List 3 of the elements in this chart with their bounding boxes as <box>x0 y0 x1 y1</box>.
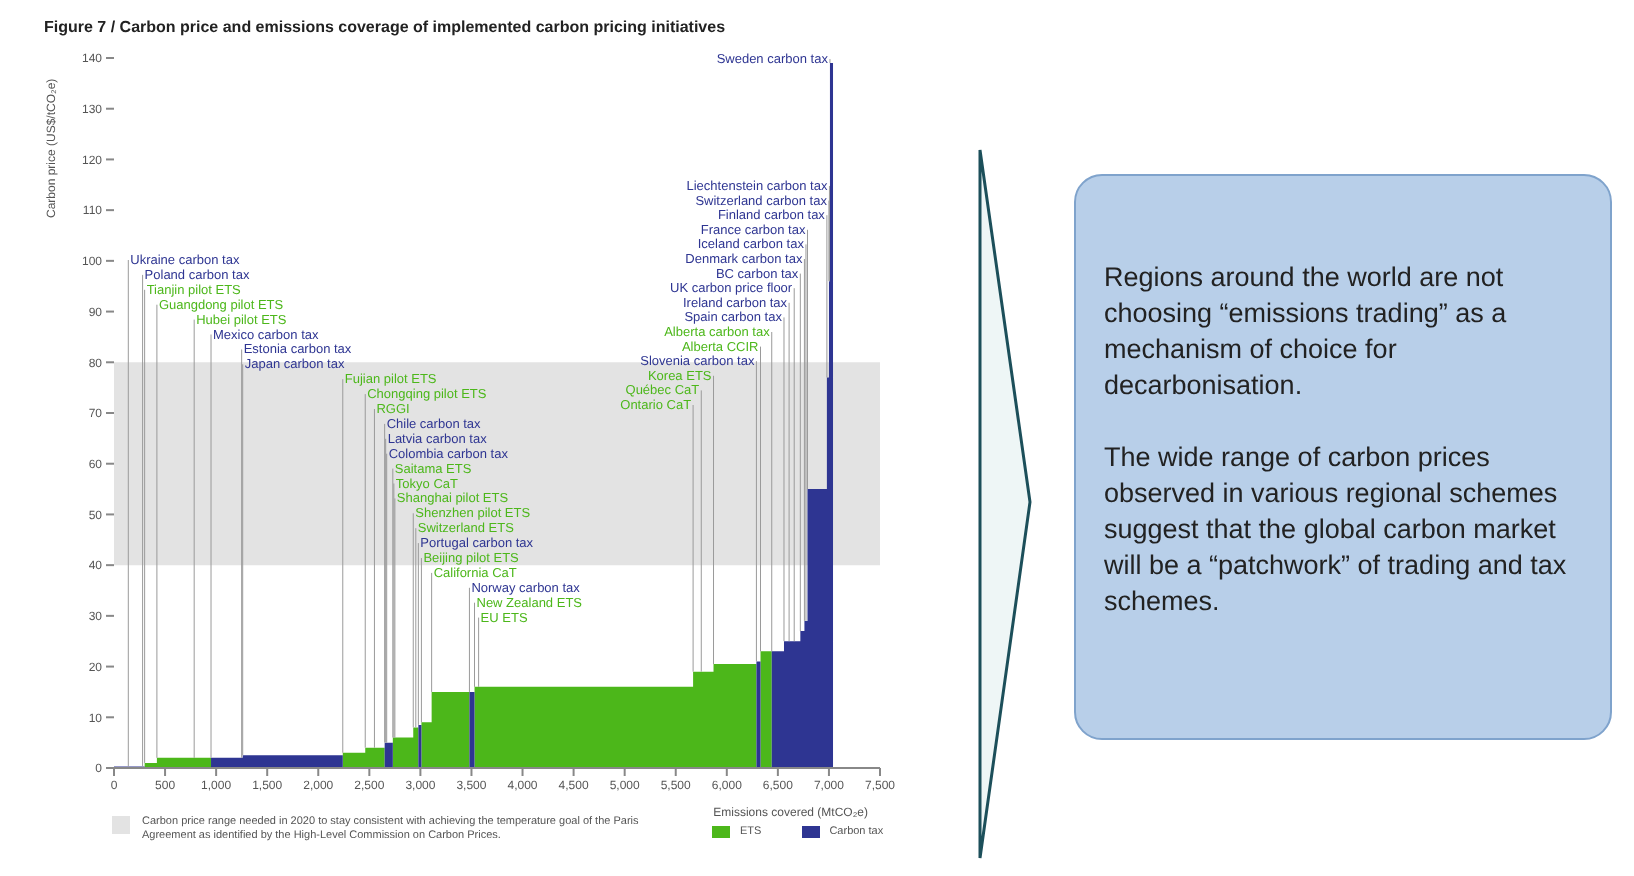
text: Regions around the world are not choosing “emissions trading” as a mechanism of choice for decarbonisation. <box>1104 260 1509 404</box>
text: The wide range of carbon prices observed in various regional schemes suggest that the global carbon market will be a “patchwork” of trading and tax schemes. <box>1104 440 1569 620</box>
chart-title: Figure 7 / Carbon price and emissions coverage of implemented carbon pricing initiatives <box>44 18 726 36</box>
